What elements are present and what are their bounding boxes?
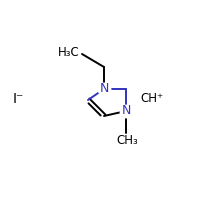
Text: N: N <box>121 104 131 117</box>
Text: N: N <box>99 82 109 95</box>
Text: I⁻: I⁻ <box>12 92 24 106</box>
Text: H₃C: H₃C <box>58 46 80 60</box>
Text: CH₃: CH₃ <box>116 134 138 147</box>
Text: CH⁺: CH⁺ <box>140 92 163 106</box>
